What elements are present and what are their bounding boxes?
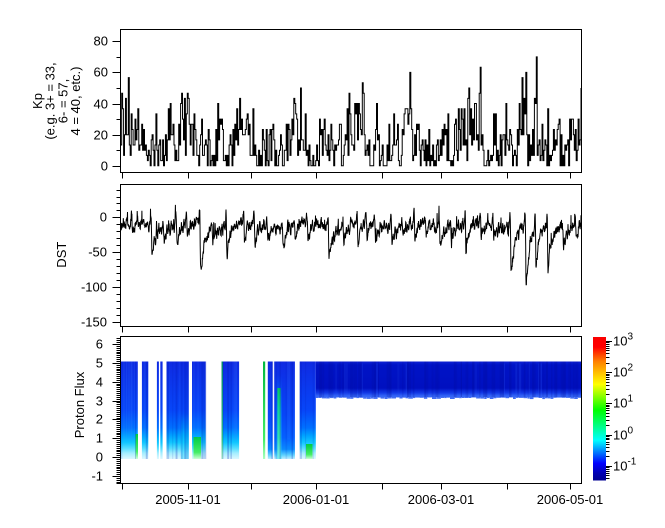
svg-text:Proton Flux: Proton Flux [72, 371, 87, 438]
svg-text:40: 40 [94, 97, 108, 112]
svg-text:1: 1 [96, 431, 103, 446]
svg-text:60: 60 [94, 65, 108, 80]
svg-text:4 = 40, etc.): 4 = 40, etc.) [68, 66, 83, 135]
svg-text:(e.g. 3+ = 33,: (e.g. 3+ = 33, [43, 62, 58, 139]
svg-text:2006-05-01: 2006-05-01 [537, 492, 604, 507]
svg-text:2006-01-01: 2006-01-01 [283, 492, 350, 507]
svg-text:20: 20 [94, 128, 108, 143]
svg-text:-100: -100 [81, 280, 107, 295]
svg-text:-150: -150 [81, 315, 107, 330]
svg-text:5: 5 [96, 356, 103, 371]
svg-text:2006-03-01: 2006-03-01 [408, 492, 475, 507]
svg-text:2: 2 [96, 412, 103, 427]
svg-text:Kp: Kp [30, 93, 45, 109]
svg-text:6- = 57,: 6- = 57, [55, 79, 70, 123]
svg-text:80: 80 [94, 34, 108, 49]
svg-text:0: 0 [96, 450, 103, 465]
svg-text:0: 0 [101, 159, 108, 174]
svg-text:3: 3 [96, 394, 103, 409]
svg-text:DST: DST [54, 242, 69, 268]
svg-text:2005-11-01: 2005-11-01 [155, 492, 221, 507]
svg-text:0: 0 [100, 210, 107, 225]
svg-text:4: 4 [96, 375, 103, 390]
svg-text:-50: -50 [88, 245, 107, 260]
svg-text:-1: -1 [91, 469, 103, 484]
svg-text:6: 6 [96, 337, 103, 352]
